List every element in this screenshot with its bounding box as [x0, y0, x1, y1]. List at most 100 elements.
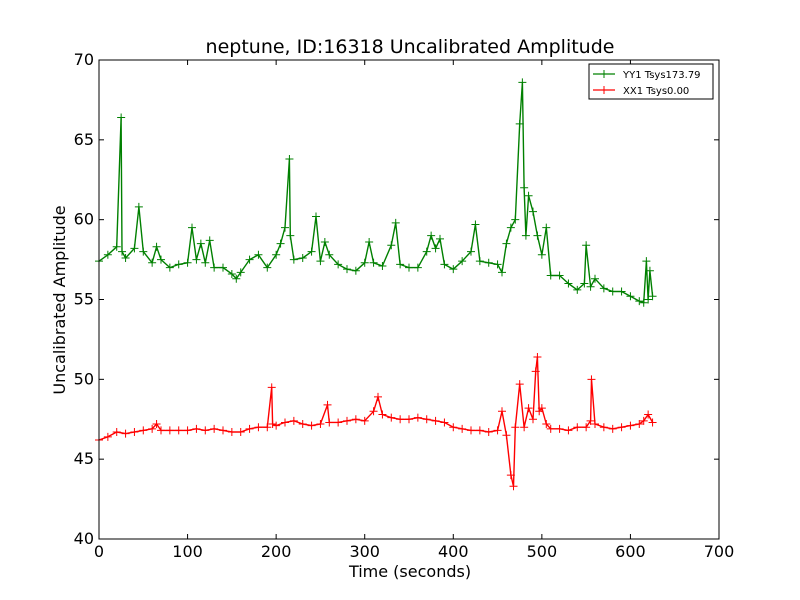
- data-point: [515, 380, 524, 389]
- data-point: [192, 255, 201, 264]
- data-point: [201, 258, 210, 267]
- data-point: [210, 263, 219, 272]
- data-point: [148, 258, 157, 267]
- data-point: [648, 292, 657, 301]
- data-point: [475, 426, 484, 435]
- data-point: [599, 284, 608, 293]
- data-point: [608, 287, 617, 296]
- data-point: [520, 423, 529, 432]
- x-tick-label: 400: [438, 542, 469, 561]
- data-point: [502, 239, 511, 248]
- data-point: [440, 418, 449, 427]
- data-point: [521, 231, 530, 240]
- data-point: [263, 423, 272, 432]
- data-point: [529, 207, 537, 216]
- data-point: [289, 255, 298, 264]
- x-tick-label: 600: [615, 542, 646, 561]
- data-point: [343, 265, 351, 274]
- data-point: [405, 415, 413, 424]
- y-tick-label: 50: [74, 369, 94, 388]
- data-point: [405, 263, 413, 272]
- data-point: [334, 260, 343, 269]
- data-point: [298, 420, 307, 429]
- legend-marker: [600, 86, 608, 94]
- data-point: [387, 241, 396, 250]
- data-point: [635, 420, 644, 429]
- data-point: [599, 423, 608, 432]
- data-point: [458, 424, 467, 433]
- data-point: [289, 416, 298, 425]
- data-point: [484, 258, 493, 267]
- data-point: [232, 274, 241, 283]
- data-point: [201, 426, 210, 435]
- data-point: [117, 113, 126, 122]
- data-point: [227, 428, 236, 437]
- data-point: [188, 223, 196, 232]
- data-point: [648, 418, 657, 427]
- data-point: [307, 421, 316, 430]
- data-point: [515, 119, 524, 128]
- x-tick-label: 100: [172, 542, 203, 561]
- data-point: [467, 426, 475, 435]
- data-point: [323, 400, 332, 409]
- legend-box: [588, 63, 714, 100]
- y-tick-label: 40: [74, 529, 94, 548]
- data-point: [369, 407, 378, 416]
- data-point: [378, 261, 387, 270]
- data-point: [112, 428, 121, 437]
- data-point: [312, 212, 320, 221]
- data-point: [555, 271, 564, 280]
- y-tick-label: 60: [74, 210, 94, 229]
- data-point: [396, 260, 405, 269]
- y-tick-label: 45: [74, 449, 94, 468]
- legend-entry-0: YY1 Tsys173.79: [593, 70, 701, 81]
- data-point: [360, 416, 369, 425]
- data-point: [440, 260, 449, 269]
- data-point: [413, 413, 422, 422]
- data-point: [351, 415, 360, 424]
- data-point: [506, 223, 515, 232]
- data-point: [617, 423, 626, 432]
- data-point: [157, 255, 165, 264]
- data-point: [254, 423, 263, 432]
- data-point: [307, 247, 316, 256]
- data-point: [502, 431, 511, 440]
- data-point: [537, 250, 546, 259]
- data-point: [254, 250, 263, 259]
- data-point: [343, 416, 351, 425]
- data-point: [245, 255, 254, 264]
- x-tick-label: 500: [527, 542, 558, 561]
- legend-label: XX1 Tsys0.00: [623, 86, 689, 97]
- data-point: [582, 241, 591, 250]
- data-point: [157, 426, 165, 435]
- x-tick-label: 300: [349, 542, 380, 561]
- y-tick-label: 70: [74, 50, 94, 69]
- y-axis-label: Uncalibrated Amplitude: [50, 205, 69, 394]
- data-point: [511, 215, 520, 224]
- data-point: [365, 238, 374, 247]
- data-point: [272, 421, 281, 430]
- data-point: [626, 421, 635, 430]
- data-point: [422, 247, 431, 256]
- data-point: [130, 428, 139, 437]
- data-point: [316, 257, 325, 266]
- data-point: [586, 282, 595, 291]
- data-point: [587, 375, 596, 384]
- data-point: [520, 183, 529, 192]
- data-point: [391, 218, 400, 227]
- data-point: [130, 244, 139, 253]
- data-point: [205, 236, 214, 245]
- data-point: [591, 274, 599, 283]
- data-point: [219, 263, 227, 272]
- legend-label: YY1 Tsys173.79: [622, 70, 701, 81]
- data-point: [334, 418, 343, 427]
- data-point: [431, 416, 440, 425]
- data-point: [183, 426, 192, 435]
- data-point: [580, 279, 589, 288]
- data-point: [413, 263, 422, 272]
- data-point: [139, 426, 148, 435]
- data-point: [518, 78, 527, 87]
- data-point: [635, 297, 644, 306]
- data-point: [374, 392, 382, 401]
